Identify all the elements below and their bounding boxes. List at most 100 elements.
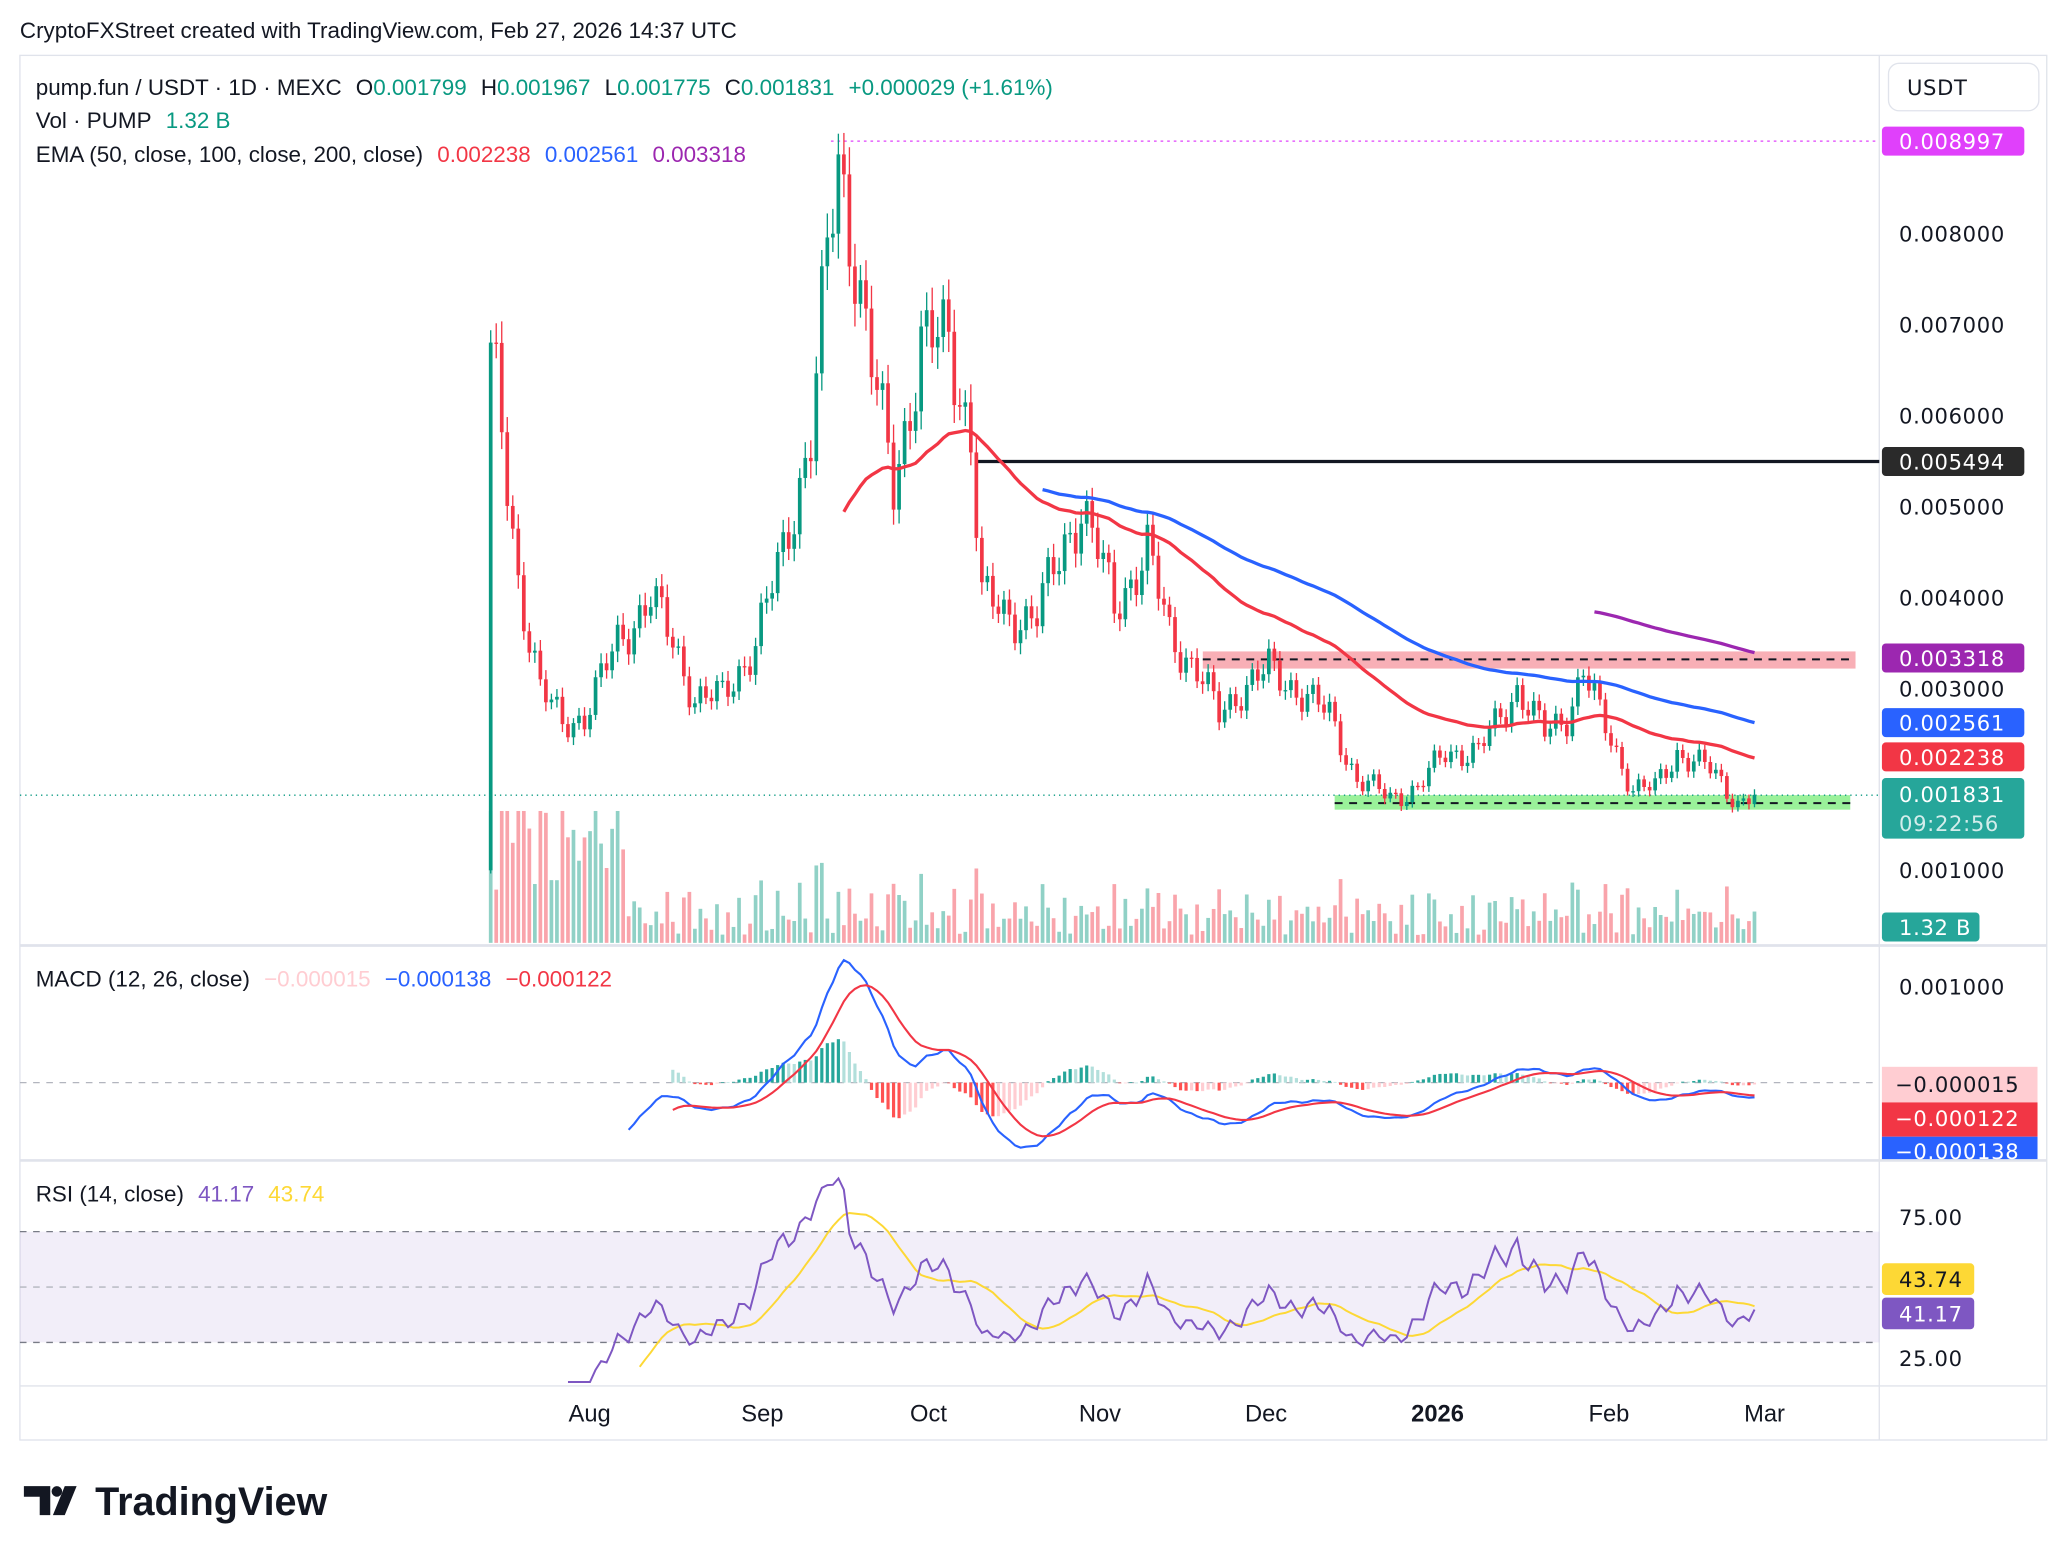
macd-histogram-bar <box>963 1082 967 1094</box>
resistance-price-tag-text: 0.005494 <box>1899 449 2005 474</box>
ema-label[interactable]: EMA (50, close, 100, close, 200, close) <box>36 142 423 167</box>
macd-histogram-bar <box>1173 1082 1177 1088</box>
volume-bar <box>1609 913 1613 943</box>
macd-histogram-bar <box>682 1076 686 1083</box>
volume-bar <box>825 918 830 943</box>
volume-bar <box>1018 918 1023 943</box>
candle-body <box>963 402 968 407</box>
candle-body <box>615 624 620 652</box>
candle-body <box>1360 781 1365 792</box>
candle-body <box>533 650 537 653</box>
candle-body <box>676 646 681 648</box>
candle-body <box>1112 562 1117 614</box>
macd-histogram-bar <box>886 1082 890 1110</box>
candle-body <box>875 377 879 390</box>
volume-bar <box>1145 888 1150 943</box>
volume-bar <box>924 924 929 943</box>
currency-button[interactable] <box>1887 62 2040 112</box>
macd-histogram-bar <box>1465 1075 1470 1083</box>
legend-o-label: O <box>356 75 373 100</box>
macd-histogram-bar <box>875 1082 879 1099</box>
currency-button-label[interactable]: USDT <box>1907 75 1968 100</box>
volume-bar <box>1443 926 1448 943</box>
macd-histogram-bar <box>1383 1082 1387 1087</box>
volume-bar <box>1338 879 1343 943</box>
macd-histogram-bar <box>858 1071 863 1083</box>
volume-bar <box>1013 902 1017 943</box>
volume-bar <box>615 810 620 943</box>
candle-body <box>836 154 841 234</box>
candle-body <box>847 174 852 267</box>
volume-bar <box>1487 902 1492 943</box>
volume-bar <box>1614 932 1619 943</box>
macd-label[interactable]: MACD (12, 26, close) <box>36 966 250 991</box>
macd-histogram-bar <box>1074 1069 1078 1083</box>
macd-tick: 0.001000 <box>1899 974 2005 999</box>
macd-histogram-bar <box>1421 1079 1425 1083</box>
volume-bar <box>1106 925 1111 943</box>
candle-body <box>980 537 984 583</box>
volume-bar <box>1548 920 1553 943</box>
volume-bar <box>1393 933 1398 943</box>
candle-body <box>1167 604 1172 618</box>
candle-body <box>1438 750 1442 758</box>
candle-body <box>1018 630 1023 644</box>
macd-histogram-bar <box>1278 1075 1282 1083</box>
macd-hist-tag <box>1881 1066 2038 1103</box>
price-tick: 0.003000 <box>1899 676 2005 701</box>
candle-body <box>1261 674 1266 681</box>
candle-body <box>1399 793 1404 807</box>
legend-ema: EMA (50, close, 100, close, 200, close) … <box>36 142 746 167</box>
candle-body <box>1664 769 1669 778</box>
macd-histogram-bar <box>676 1072 680 1083</box>
legend-symbol[interactable]: pump.fun / USDT · 1D · MEXC <box>36 75 342 100</box>
macd-histogram-bar <box>1416 1080 1420 1083</box>
macd-histogram-bar <box>748 1077 752 1083</box>
macd-histogram-bar <box>936 1082 940 1087</box>
candle-body <box>1007 599 1012 615</box>
candle-body <box>1217 691 1222 723</box>
macd-histogram-bar <box>1399 1082 1403 1085</box>
volume-bar <box>1747 921 1751 943</box>
candle-body <box>1487 728 1492 746</box>
candle-body <box>1432 750 1437 768</box>
macd-histogram-bar <box>1659 1082 1663 1089</box>
last-price-tag-text: 0.001831 <box>1899 782 2005 807</box>
volume-label[interactable]: Vol · PUMP <box>36 108 152 133</box>
volume-bar <box>1283 934 1288 943</box>
candle-body <box>1327 701 1332 713</box>
macd-histogram-bar <box>1377 1082 1381 1088</box>
price-tick: 0.007000 <box>1899 312 2005 337</box>
time-tick: Aug <box>569 1402 611 1428</box>
candle-body <box>1029 606 1034 619</box>
candle-body <box>1548 728 1553 737</box>
candle-body <box>924 310 929 327</box>
macd-histogram-bar <box>1256 1078 1260 1083</box>
macd-histogram-bar <box>1692 1080 1696 1083</box>
tradingview-logo-icon <box>23 1486 77 1516</box>
volume-bar <box>974 868 979 943</box>
volume-bar <box>544 812 548 943</box>
tradingview-logo[interactable]: TradingView <box>23 1480 328 1524</box>
candle-body <box>908 421 912 431</box>
rsi-label[interactable]: RSI (14, close) <box>36 1181 184 1206</box>
volume-bar <box>1162 928 1166 943</box>
macd-histogram-bar <box>1620 1082 1624 1092</box>
candle-body <box>555 696 559 700</box>
candle-body <box>1079 523 1084 554</box>
volume-bar <box>831 932 835 943</box>
macd-histogram-bar <box>1576 1080 1580 1083</box>
macd-histogram-bar <box>1559 1082 1563 1084</box>
candle-body <box>1283 690 1288 692</box>
volume-bar <box>764 930 769 943</box>
volume-bar <box>1222 914 1227 943</box>
candle-body <box>1024 606 1028 631</box>
volume-bar <box>1233 917 1238 943</box>
price-tick: 0.001000 <box>1899 858 2005 883</box>
macd-histogram-bar <box>1388 1082 1392 1086</box>
volume-bar <box>1178 908 1183 943</box>
macd-histogram-bar <box>1300 1079 1304 1083</box>
volume-bar <box>737 897 741 943</box>
demand-zone[interactable] <box>1334 795 1851 810</box>
volume-bar <box>1002 918 1006 943</box>
